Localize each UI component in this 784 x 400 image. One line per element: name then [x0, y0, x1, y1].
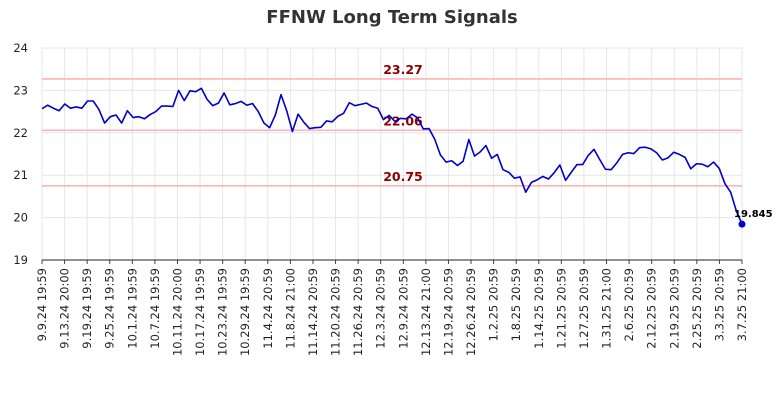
- last-value-label: 19.845: [734, 209, 773, 220]
- chart-title: FFNW Long Term Signals: [266, 7, 518, 28]
- y-tick-label: 23: [13, 83, 28, 97]
- x-tick-label: 3.7.25 21:00: [735, 268, 749, 341]
- x-tick-label: 11.26.24 20:59: [351, 268, 365, 356]
- level-label: 23.27: [383, 62, 423, 77]
- x-tick-label: 10.1.24 19:59: [125, 268, 139, 349]
- x-tick-label: 12.3.24 20:59: [374, 268, 388, 349]
- x-tick-label: 10.11.24 20:00: [170, 268, 184, 356]
- x-tick-label: 9.25.24 19:59: [103, 268, 117, 349]
- x-tick-label: 9.19.24 19:59: [80, 268, 94, 349]
- y-tick-label: 21: [13, 168, 28, 182]
- level-label: 20.75: [383, 169, 423, 184]
- x-tick-label: 1.2.25 20:59: [487, 268, 501, 341]
- y-tick-label: 19: [13, 253, 28, 267]
- x-tick-label: 10.17.24 19:59: [193, 268, 207, 356]
- x-tick-label: 10.7.24 19:59: [148, 268, 162, 349]
- y-tick-label: 20: [13, 211, 28, 225]
- x-tick-label: 10.29.24 19:59: [238, 268, 252, 356]
- x-tick-label: 1.27.25 20:59: [577, 268, 591, 349]
- x-tick-label: 10.23.24 19:59: [216, 268, 230, 356]
- x-tick-label: 2.6.25 20:59: [622, 268, 636, 341]
- y-tick-label: 22: [13, 126, 28, 140]
- x-tick-label: 3.3.25 20:59: [712, 268, 726, 341]
- x-tick-label: 2.12.25 20:59: [645, 268, 659, 349]
- x-tick-label: 9.13.24 20:00: [58, 268, 72, 349]
- x-tick-label: 11.20.24 20:59: [329, 268, 343, 356]
- x-tick-label: 12.9.24 20:59: [396, 268, 410, 349]
- x-tick-label: 12.19.24 20:59: [441, 268, 455, 356]
- x-tick-label: 11.8.24 21:00: [283, 268, 297, 349]
- x-tick-label: 12.26.24 20:59: [464, 268, 478, 356]
- x-tick-label: 11.14.24 20:59: [306, 268, 320, 356]
- x-tick-label: 2.19.25 20:59: [667, 268, 681, 349]
- x-tick-label: 1.31.25 21:00: [600, 268, 614, 349]
- level-label: 22.06: [383, 113, 423, 128]
- last-value-marker: [738, 220, 746, 228]
- x-tick-label: 1.21.25 20:59: [554, 268, 568, 349]
- x-tick-label: 11.4.24 20:59: [261, 268, 275, 349]
- price-series-line: [41, 87, 743, 225]
- y-tick-label: 24: [13, 41, 28, 55]
- x-tick-label: 12.13.24 21:00: [419, 268, 433, 356]
- x-tick-label: 1.14.25 20:59: [532, 268, 546, 349]
- x-tick-label: 2.25.25 20:59: [690, 268, 704, 349]
- x-tick-label: 1.8.25 20:59: [509, 268, 523, 341]
- x-tick-label: 9.9.24 19:59: [35, 268, 49, 341]
